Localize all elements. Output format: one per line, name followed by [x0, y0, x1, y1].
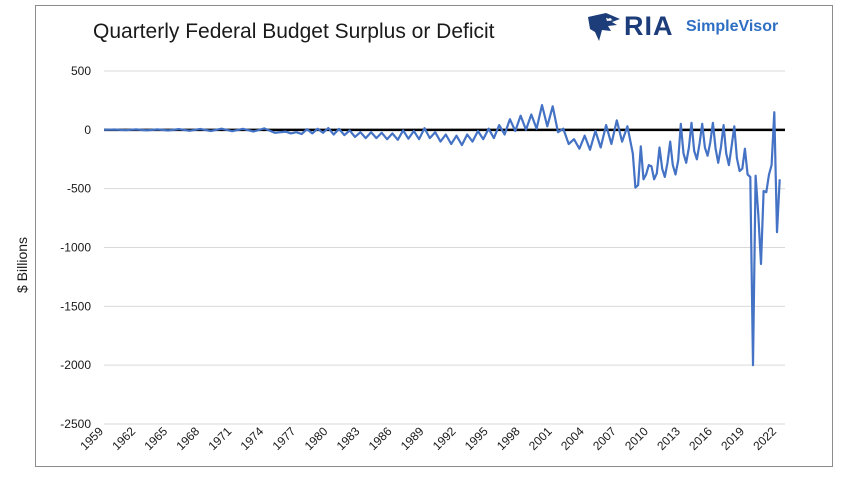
x-tick-label: 1962: [109, 424, 138, 453]
series-line-deficit: [103, 103, 781, 367]
x-tick-label: 1998: [494, 424, 523, 453]
y-tick-labels: 500 0 -500 -1000 -1500 -2000 -2500: [60, 64, 91, 431]
y-tick-label: 500: [71, 64, 91, 78]
x-tick-label: 1992: [430, 424, 459, 453]
x-tick-label: 2001: [526, 424, 555, 453]
x-tick-label: 1995: [462, 424, 491, 453]
x-tick-label: 1983: [334, 424, 363, 453]
logo-product-text: SimpleVisor: [686, 18, 779, 35]
logo-brand-text: RIA: [624, 11, 674, 41]
y-tick-label: -1000: [60, 241, 91, 255]
x-tick-labels: 1959 1962 1965 1968 1971 1974 1977 1980 1983 1986…: [77, 424, 779, 453]
y-tick-label: -2500: [60, 417, 91, 431]
x-tick-label: 1980: [302, 424, 331, 453]
x-tick-label: 2016: [686, 424, 715, 453]
x-tick-label: 2019: [718, 424, 747, 453]
x-tick-label: 1965: [141, 424, 170, 453]
gridlines: [104, 70, 785, 425]
y-tick-label: -500: [67, 182, 91, 196]
chart-frame: [35, 5, 833, 467]
x-tick-label: 1971: [206, 424, 235, 453]
x-tick-label: 2013: [654, 424, 683, 453]
chart-title: Quarterly Federal Budget Surplus or Defi…: [93, 20, 495, 43]
x-tick-label: 2022: [750, 424, 779, 453]
x-tick-label: 2007: [590, 424, 619, 453]
x-tick-label: 2004: [558, 424, 587, 453]
eagle-head-icon: [588, 13, 620, 41]
brand-logo[interactable]: RIA SimpleVisor: [586, 10, 796, 46]
y-tick-label: -2000: [60, 358, 91, 372]
x-tick-label: 2010: [622, 424, 651, 453]
x-tick-label: 1977: [270, 424, 299, 453]
x-tick-label: 1986: [366, 424, 395, 453]
x-tick-label: 1968: [173, 424, 202, 453]
x-tick-label: 1974: [238, 424, 267, 453]
x-tick-label: 1989: [398, 424, 427, 453]
y-tick-label: -1500: [60, 299, 91, 313]
y-tick-label: 0: [84, 123, 91, 137]
